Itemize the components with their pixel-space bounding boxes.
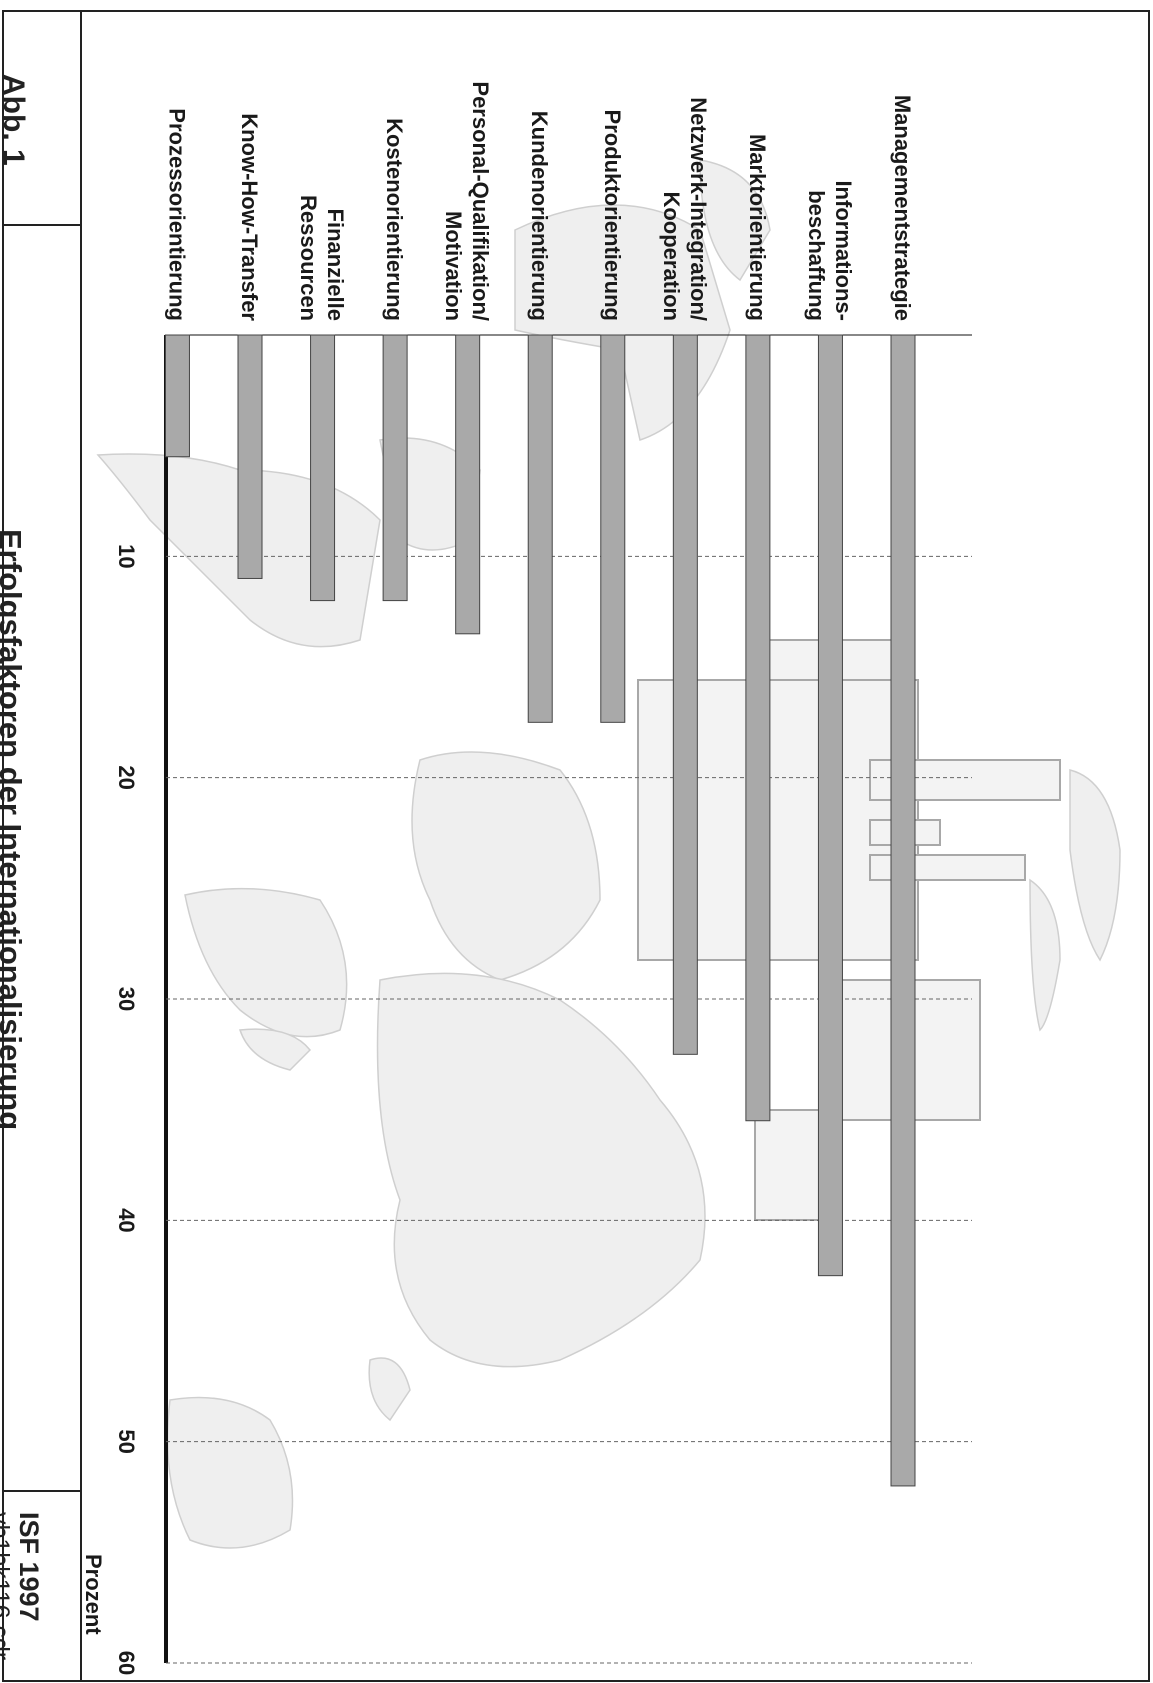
category-label: Marktorientierung bbox=[745, 134, 770, 321]
category-label: Managementstrategie bbox=[890, 95, 915, 321]
category-label: Ressourcen bbox=[296, 195, 321, 321]
category-label: Informations- bbox=[831, 180, 856, 321]
bar bbox=[164, 334, 190, 458]
bar bbox=[600, 334, 626, 723]
x-axis-label: Prozent bbox=[81, 1554, 106, 1635]
category-label: Personal-Qualifikation/ bbox=[468, 81, 493, 321]
category-label: Prozessorientierung bbox=[164, 108, 189, 321]
bar bbox=[237, 334, 263, 579]
tick-label: 10 bbox=[114, 544, 139, 568]
category-label: Produktorientierung bbox=[600, 110, 625, 321]
category-label: Know-How-Transfer bbox=[237, 113, 262, 321]
bar bbox=[527, 334, 553, 723]
tick-label: 20 bbox=[114, 765, 139, 789]
tick-label: 60 bbox=[114, 1651, 139, 1675]
bar bbox=[310, 334, 336, 602]
category-label: Kooperation bbox=[659, 191, 684, 321]
chart-tick-labels: 10 20 30 40 50 60 bbox=[114, 544, 139, 1675]
chart-gridlines bbox=[166, 555, 972, 1664]
chart-category-labels: Managementstrategie Informations-beschaff… bbox=[164, 81, 915, 321]
bar bbox=[745, 334, 771, 1122]
bar bbox=[817, 334, 843, 1277]
caption-divider-bottom bbox=[4, 1490, 80, 1492]
category-label: Finanzielle bbox=[323, 209, 348, 321]
bar bbox=[382, 334, 408, 602]
tick-label: 30 bbox=[114, 987, 139, 1011]
category-label: Netzwerk-Integration/ bbox=[686, 97, 711, 321]
caption-column: Abb. 1 Erfolgsfaktoren der International… bbox=[0, 12, 82, 1680]
bar bbox=[890, 334, 916, 1487]
bar bbox=[672, 334, 698, 1055]
tick-label: 40 bbox=[114, 1208, 139, 1232]
category-label: beschaffung bbox=[804, 190, 829, 321]
caption-divider-top bbox=[4, 224, 80, 226]
category-label: Kostenorientierung bbox=[382, 118, 407, 321]
tick-label: 50 bbox=[114, 1429, 139, 1453]
category-label: Motivation bbox=[441, 211, 466, 321]
building-background bbox=[637, 639, 1061, 1221]
bar bbox=[455, 334, 481, 635]
category-label: Kundenorientierung bbox=[527, 111, 552, 321]
chart-bars bbox=[164, 334, 916, 1487]
